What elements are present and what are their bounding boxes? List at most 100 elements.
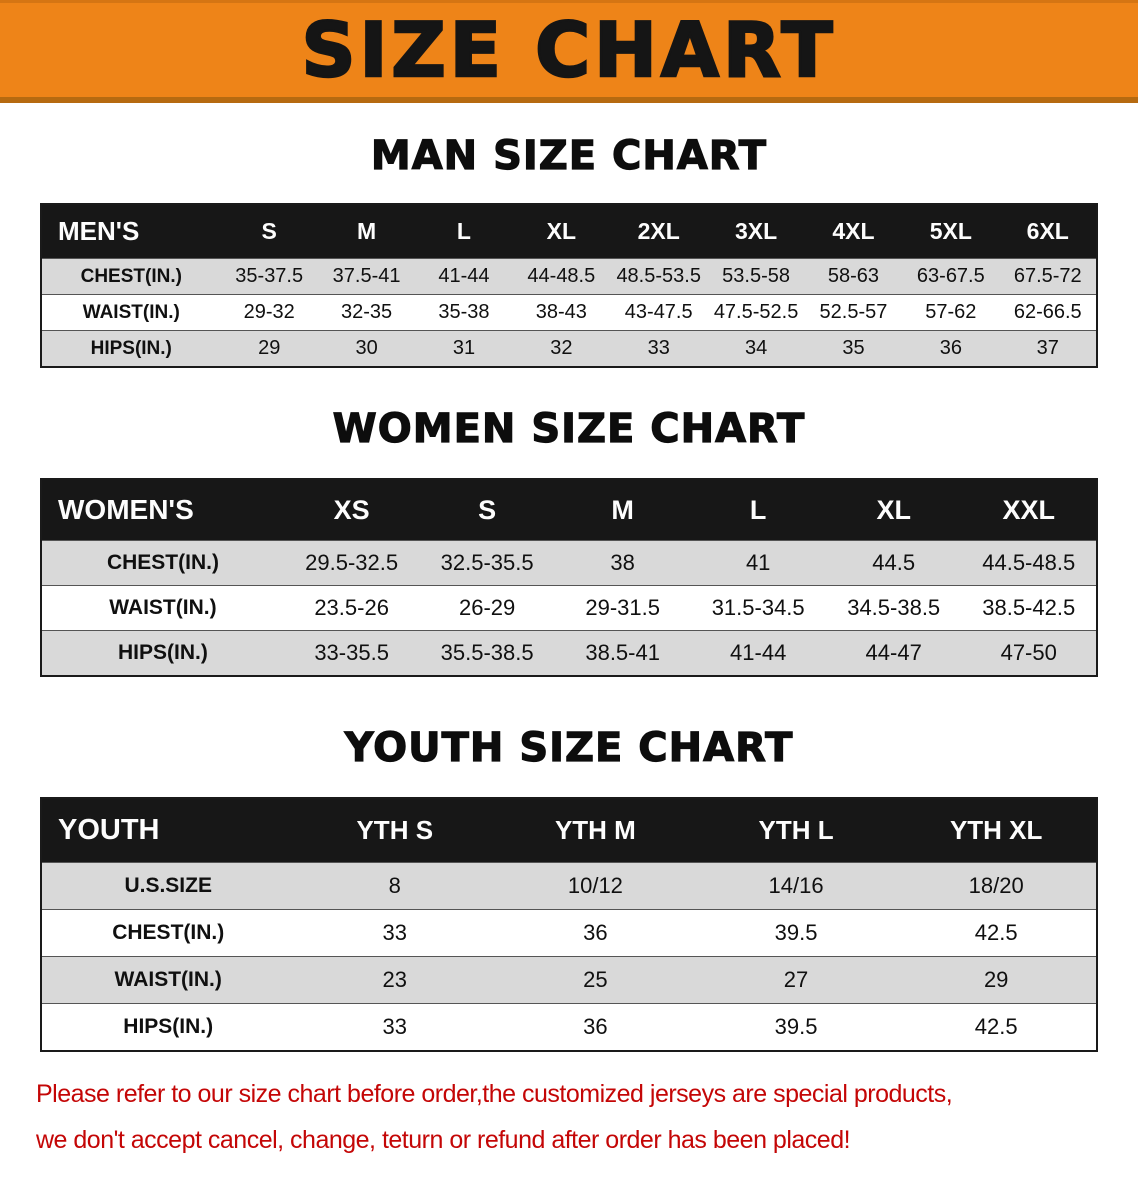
page-title: SIZE CHART [300, 5, 837, 94]
size-value-cell: 41-44 [690, 630, 826, 676]
size-value-cell: 34.5-38.5 [825, 585, 962, 631]
disclaimer: Please refer to our size chart before or… [0, 1052, 1138, 1185]
row-label: U.S.SIZE [41, 862, 295, 910]
row-label: CHEST(IN.) [41, 540, 284, 586]
size-value-cell: 33 [294, 909, 496, 957]
size-value-cell: 10/12 [495, 862, 696, 910]
size-column-header: YTH L [695, 798, 897, 863]
size-column-header: 4XL [804, 204, 903, 259]
size-value-cell: 41-44 [415, 258, 513, 295]
size-value-cell: 42.5 [896, 909, 1097, 957]
row-label: HIPS(IN.) [41, 1003, 295, 1051]
size-value-cell: 23.5-26 [283, 585, 420, 631]
size-value-cell: 44-48.5 [512, 258, 611, 295]
table-row: WAIST(IN.) 23 25 27 29 [41, 956, 1097, 1004]
size-column-header: S [419, 479, 555, 541]
size-value-cell: 39.5 [695, 909, 897, 957]
table-corner-label: YOUTH [41, 798, 295, 863]
size-value-cell: 33 [610, 330, 708, 367]
size-column-header: XL [512, 204, 611, 259]
row-label: WAIST(IN.) [41, 294, 221, 331]
size-column-header: XS [283, 479, 420, 541]
men-size-section: MAN SIZE CHART MEN'S S M L XL 2XL 3XL 4XL 5XL 6XL… [0, 103, 1138, 368]
table-row: CHEST(IN.) 29.5-32.5 32.5-35.5 38 41 44.5 44.5… [41, 540, 1097, 586]
size-value-cell: 38.5-41 [554, 630, 691, 676]
size-value-cell: 58-63 [804, 258, 903, 295]
size-column-header: YTH XL [896, 798, 1097, 863]
size-value-cell: 52.5-57 [804, 294, 903, 331]
size-column-header: 3XL [707, 204, 805, 259]
size-value-cell: 18/20 [896, 862, 1097, 910]
table-row: CHEST(IN.) 33 36 39.5 42.5 [41, 909, 1097, 957]
table-header-row: MEN'S S M L XL 2XL 3XL 4XL 5XL 6XL [41, 204, 1097, 259]
size-value-cell: 29-31.5 [554, 585, 691, 631]
women-size-heading: WOMEN SIZE CHART [332, 405, 806, 452]
table-row: HIPS(IN.) 29 30 31 32 33 34 35 36 37 [41, 330, 1097, 367]
disclaimer-line-1: Please refer to our size chart before or… [36, 1080, 953, 1108]
row-label: CHEST(IN.) [41, 909, 295, 957]
size-column-header: L [415, 204, 513, 259]
size-value-cell: 38-43 [512, 294, 611, 331]
size-value-cell: 38.5-42.5 [961, 585, 1097, 631]
size-value-cell: 26-29 [419, 585, 555, 631]
row-label: CHEST(IN.) [41, 258, 221, 295]
size-column-header: 6XL [999, 204, 1097, 259]
size-value-cell: 47.5-52.5 [707, 294, 805, 331]
row-label: HIPS(IN.) [41, 330, 221, 367]
women-size-table: WOMEN'S XS S M L XL XXL CHEST(IN.) 29.5-32.5 32.5… [40, 478, 1098, 677]
size-value-cell: 27 [695, 956, 897, 1004]
size-value-cell: 41 [690, 540, 826, 586]
size-value-cell: 43-47.5 [610, 294, 708, 331]
disclaimer-line-2: we don't accept cancel, change, teturn o… [36, 1125, 851, 1154]
size-value-cell: 31 [415, 330, 513, 367]
size-column-header: 2XL [610, 204, 708, 259]
table-row: WAIST(IN.) 29-32 32-35 35-38 38-43 43-47.5 47.… [41, 294, 1097, 331]
youth-size-section: YOUTH SIZE CHART YOUTH YTH S YTH M YTH L YTH… [0, 677, 1138, 1052]
table-corner-label: MEN'S [41, 204, 221, 259]
size-column-header: YTH S [294, 798, 496, 863]
table-row: HIPS(IN.) 33-35.5 35.5-38.5 38.5-41 41-44 44-… [41, 630, 1097, 676]
size-value-cell: 37 [999, 330, 1097, 367]
size-value-cell: 67.5-72 [999, 258, 1097, 295]
size-value-cell: 42.5 [896, 1003, 1097, 1051]
size-column-header: XL [825, 479, 962, 541]
size-value-cell: 14/16 [695, 862, 897, 910]
size-value-cell: 33 [294, 1003, 496, 1051]
men-size-heading: MAN SIZE CHART [370, 132, 768, 179]
size-value-cell: 47-50 [961, 630, 1097, 676]
size-value-cell: 35-38 [415, 294, 513, 331]
row-label: WAIST(IN.) [41, 956, 295, 1004]
banner: SIZE CHART [0, 0, 1138, 103]
size-value-cell: 32-35 [317, 294, 416, 331]
women-size-section: WOMEN SIZE CHART WOMEN'S XS S M L XL XXL CHEST(… [0, 368, 1138, 677]
size-value-cell: 57-62 [902, 294, 1000, 331]
size-value-cell: 31.5-34.5 [690, 585, 826, 631]
size-value-cell: 44.5 [825, 540, 962, 586]
size-value-cell: 8 [294, 862, 496, 910]
table-row: WAIST(IN.) 23.5-26 26-29 29-31.5 31.5-34.5 34… [41, 585, 1097, 631]
table-row: U.S.SIZE 8 10/12 14/16 18/20 [41, 862, 1097, 910]
size-value-cell: 29.5-32.5 [283, 540, 420, 586]
size-value-cell: 36 [495, 1003, 696, 1051]
table-row: CHEST(IN.) 35-37.5 37.5-41 41-44 44-48.5 48.5… [41, 258, 1097, 295]
size-column-header: XXL [961, 479, 1097, 541]
size-value-cell: 37.5-41 [317, 258, 416, 295]
row-label: HIPS(IN.) [41, 630, 284, 676]
size-value-cell: 38 [554, 540, 691, 586]
table-row: HIPS(IN.) 33 36 39.5 42.5 [41, 1003, 1097, 1051]
size-value-cell: 53.5-58 [707, 258, 805, 295]
size-value-cell: 30 [317, 330, 416, 367]
size-value-cell: 29-32 [220, 294, 318, 331]
size-value-cell: 29 [220, 330, 318, 367]
youth-size-table: YOUTH YTH S YTH M YTH L YTH XL U.S.SIZE 8 10/12… [40, 797, 1098, 1052]
size-value-cell: 36 [495, 909, 696, 957]
size-value-cell: 25 [495, 956, 696, 1004]
size-value-cell: 39.5 [695, 1003, 897, 1051]
size-value-cell: 32 [512, 330, 611, 367]
row-label: WAIST(IN.) [41, 585, 284, 631]
size-value-cell: 33-35.5 [283, 630, 420, 676]
table-header-row: WOMEN'S XS S M L XL XXL [41, 479, 1097, 541]
size-value-cell: 34 [707, 330, 805, 367]
size-column-header: M [554, 479, 691, 541]
